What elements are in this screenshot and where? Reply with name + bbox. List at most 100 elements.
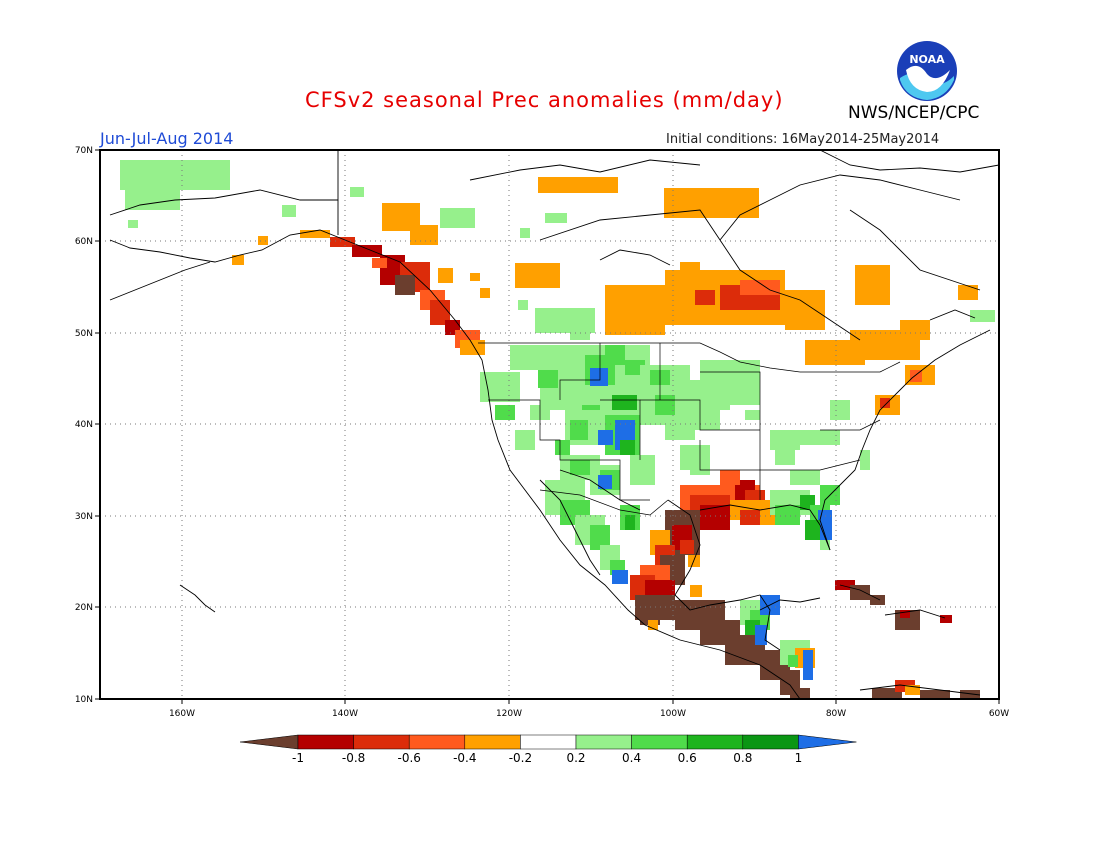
- political-borders: [478, 342, 901, 516]
- colorbar-segment: [631, 734, 688, 750]
- anomaly-cell: [538, 177, 618, 193]
- colorbar-segment: [575, 734, 632, 750]
- anomaly-cell: [785, 290, 825, 330]
- colorbar-label: -0.4: [453, 751, 476, 765]
- anomaly-cell: [372, 258, 387, 268]
- anomaly-cell: [800, 430, 840, 445]
- colorbar-segment: [742, 734, 799, 750]
- noaa-logo-icon: NOAA: [897, 41, 957, 101]
- anomaly-cell: [470, 273, 480, 281]
- colorbar-label: 0.6: [678, 751, 697, 765]
- anomaly-cell: [860, 450, 870, 470]
- anomaly-cell: [630, 455, 655, 485]
- colorbar-arrow-left: [239, 734, 299, 750]
- anomaly-cell: [612, 570, 628, 584]
- lat-label: 10N: [75, 695, 93, 705]
- anomaly-cell: [570, 460, 590, 475]
- anomaly-cell: [755, 625, 767, 645]
- anomaly-cell: [970, 310, 995, 322]
- anomaly-cell: [872, 688, 902, 699]
- colorbar-segment: [686, 734, 744, 750]
- lon-label: 120W: [496, 709, 522, 719]
- anomaly-cell: [520, 228, 530, 238]
- anomaly-cell: [740, 280, 780, 295]
- anomaly-cell: [770, 430, 800, 450]
- anomaly-cell: [495, 405, 515, 420]
- anomaly-cell: [480, 288, 490, 298]
- anomaly-cell: [775, 505, 800, 525]
- map-title: CFSv2 seasonal Prec anomalies (mm/day): [305, 88, 784, 112]
- anomaly-cell: [700, 505, 730, 530]
- lat-label: 30N: [75, 512, 93, 522]
- anomaly-cell: [690, 410, 720, 430]
- anomaly-cell: [740, 510, 760, 525]
- anomaly-cell: [515, 263, 560, 288]
- anomaly-cell: [598, 430, 613, 445]
- anomaly-cell: [535, 308, 595, 333]
- colorbar-label: 0.4: [622, 751, 641, 765]
- colorbar-label: 1: [795, 751, 803, 765]
- anomaly-cell: [803, 650, 813, 680]
- colorbar-segment: [408, 734, 466, 750]
- lon-label: 140W: [332, 709, 358, 719]
- colorbar-label: 0.2: [566, 751, 585, 765]
- anomaly-cell: [788, 655, 798, 667]
- anomaly-cell: [625, 515, 635, 530]
- anomaly-cell: [870, 595, 885, 605]
- anomaly-cell: [460, 340, 485, 355]
- anomaly-cell: [690, 585, 702, 597]
- anomaly-cell: [605, 285, 665, 335]
- anomaly-cell: [330, 237, 355, 247]
- colorbar-arrow-right: [798, 734, 857, 750]
- anomaly-cell: [128, 220, 138, 228]
- anomaly-cell: [480, 372, 520, 402]
- lat-label: 60N: [75, 237, 93, 247]
- lat-label: 40N: [75, 420, 93, 430]
- anomaly-cell: [855, 265, 890, 305]
- anomaly-cell: [648, 620, 658, 630]
- gridlines: [100, 150, 999, 699]
- anomaly-cell: [515, 430, 535, 450]
- anomaly-cell: [850, 585, 870, 600]
- coastlines: [109, 149, 1000, 700]
- anomaly-cell: [900, 320, 930, 340]
- anomaly-cell: [518, 300, 528, 310]
- colorbar-segment: [520, 734, 577, 750]
- anomaly-cell: [680, 262, 700, 277]
- anomaly-cell: [350, 187, 364, 197]
- anomaly-cell: [590, 368, 608, 386]
- anomaly-cell: [352, 245, 382, 257]
- longitude-labels: 160W 140W 120W 100W 80W 60W: [169, 709, 1009, 719]
- anomaly-cell: [655, 395, 675, 415]
- latitude-labels: 70N 60N 50N 40N 30N 20N 10N: [75, 146, 93, 705]
- anomaly-cell: [440, 208, 475, 228]
- lon-label: 80W: [826, 709, 846, 719]
- anomaly-cell: [835, 580, 855, 590]
- anomaly-cell: [920, 690, 950, 699]
- lon-label: 60W: [989, 709, 1009, 719]
- colorbar-label: -1: [292, 751, 304, 765]
- anomaly-cell: [820, 540, 830, 550]
- lat-label: 20N: [75, 603, 93, 613]
- anomaly-cell: [730, 385, 760, 405]
- agency-label: NWS/NCEP/CPC: [848, 103, 980, 123]
- anomaly-cell: [232, 255, 244, 265]
- anomaly-cell: [818, 510, 832, 540]
- anomaly-cell: [570, 330, 590, 340]
- lon-label: 160W: [169, 709, 195, 719]
- map-frame: [99, 149, 1000, 700]
- anomaly-cell: [720, 470, 740, 485]
- anomaly-cell: [555, 440, 570, 455]
- anomaly-cell: [664, 188, 759, 218]
- anomaly-cell: [805, 520, 820, 540]
- anomaly-cell: [258, 236, 268, 245]
- anomaly-cell: [790, 688, 810, 699]
- anomaly-cell: [940, 615, 952, 623]
- anomaly-cell: [410, 225, 438, 245]
- anomaly-cell: [900, 610, 910, 618]
- anomaly-field: [120, 160, 995, 699]
- colorbar: -1 -0.8 -0.6 -0.4 -0.2 0.2 0.4 0.6 0.8 1: [239, 734, 857, 765]
- anomaly-cell: [590, 525, 610, 550]
- anomaly-cell: [570, 420, 588, 440]
